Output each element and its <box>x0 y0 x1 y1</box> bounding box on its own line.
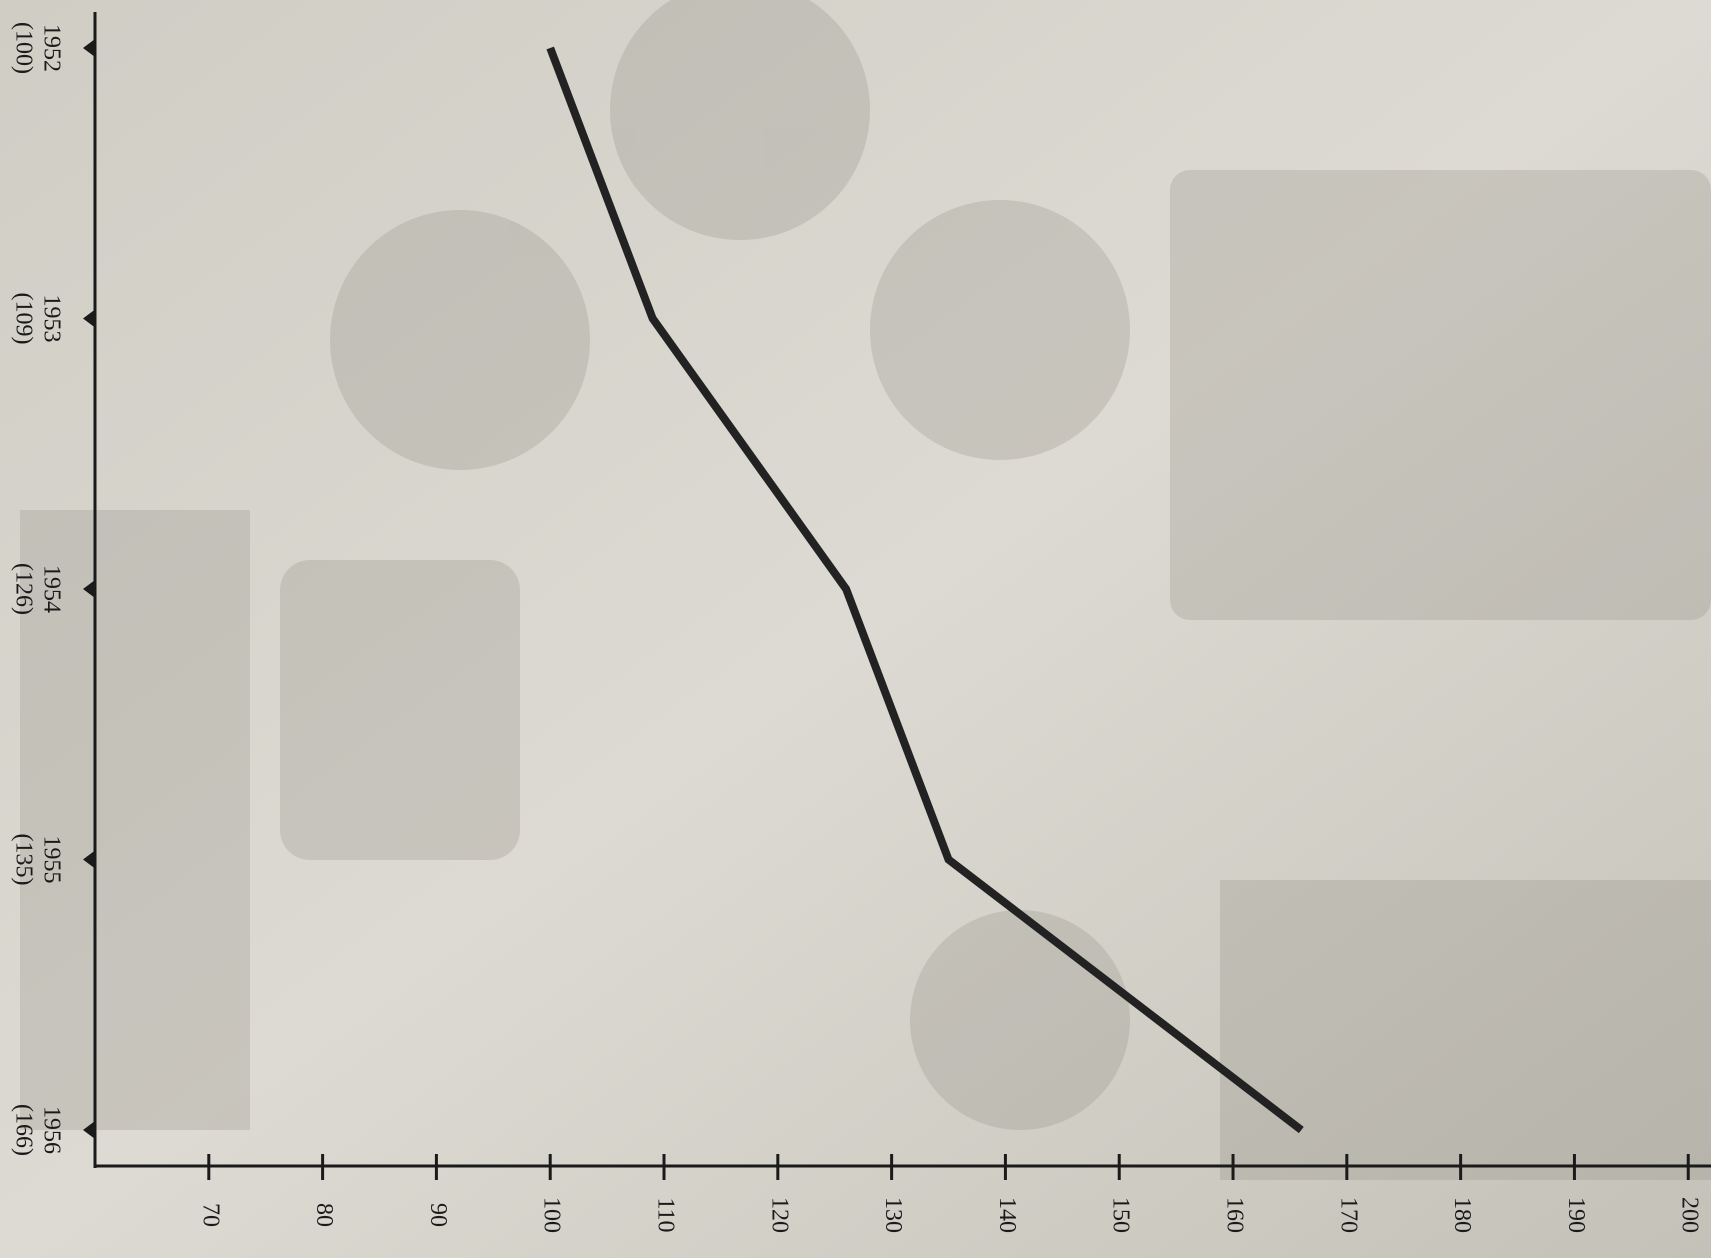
background-photo <box>20 0 1711 1180</box>
y-tick <box>83 580 95 598</box>
y-tick <box>83 309 95 328</box>
y-tick <box>83 850 95 869</box>
value-label: (100) <box>10 22 36 74</box>
x-tick-label: 190 <box>1563 1197 1589 1233</box>
value-label: (109) <box>10 293 36 345</box>
x-tick-label: 130 <box>880 1197 906 1233</box>
y-tick <box>83 1121 95 1139</box>
y-tick-label: 1952 <box>38 24 64 72</box>
x-tick-label: 110 <box>652 1197 678 1232</box>
value-label: (126) <box>10 563 36 615</box>
value-label: (166) <box>10 1104 36 1156</box>
y-tick-label: 1956 <box>38 1106 64 1154</box>
value-label: (135) <box>10 834 36 886</box>
y-tick-label: 1954 <box>38 565 64 613</box>
x-tick-label: 200 <box>1677 1197 1703 1233</box>
y-tick-label: 1955 <box>38 836 64 884</box>
x-tick-label: 180 <box>1449 1197 1475 1233</box>
x-tick-label: 170 <box>1335 1197 1361 1233</box>
x-tick-label: 80 <box>311 1203 337 1227</box>
x-tick-label: 150 <box>1108 1197 1134 1233</box>
x-tick-label: 140 <box>994 1197 1020 1233</box>
x-tick-label: 120 <box>766 1197 792 1233</box>
x-tick-label: 100 <box>539 1197 565 1233</box>
x-tick-label: 160 <box>1222 1197 1248 1233</box>
y-tick <box>83 39 95 57</box>
x-tick-label: 70 <box>197 1203 223 1227</box>
line <box>546 46 1304 1134</box>
y-tick-label: 1953 <box>38 295 64 343</box>
x-tick-label: 90 <box>425 1203 451 1227</box>
